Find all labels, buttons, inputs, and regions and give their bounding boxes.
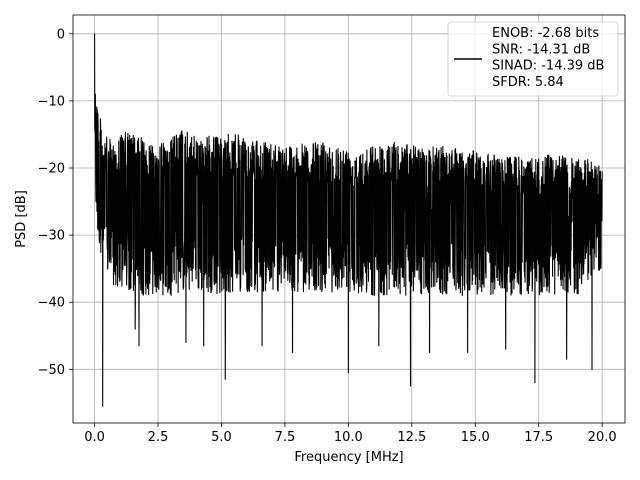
x-tick-label: 2.5 xyxy=(148,430,169,445)
y-axis-label: PSD [dB] xyxy=(14,190,29,248)
legend: ENOB: -2.68 bits SNR: -14.31 dB SINAD: -14… xyxy=(447,21,619,97)
psd-series-line xyxy=(94,33,603,407)
legend-label-line: SNR: -14.31 dB xyxy=(492,42,590,57)
x-tick-label: 17.5 xyxy=(524,430,553,445)
x-tick-label: 12.5 xyxy=(397,430,426,445)
x-tick-label: 20.0 xyxy=(588,430,617,445)
x-tick-label: 0.0 xyxy=(84,430,105,445)
x-tick-label: 15.0 xyxy=(461,430,490,445)
legend-label: ENOB: -2.68 bits SNR: -14.31 dB SINAD: -14… xyxy=(492,26,604,90)
legend-label-line: SFDR: 5.84 xyxy=(492,75,564,90)
y-tick-label: −30 xyxy=(38,229,65,244)
x-tick-label: 5.0 xyxy=(211,430,232,445)
x-tick-label: 7.5 xyxy=(275,430,296,445)
x-axis-ticks: 0.0 2.5 5.0 7.5 10.0 12.5 15.0 17.5 20.0 xyxy=(84,423,617,445)
psd-trace xyxy=(94,33,603,407)
legend-label-line: SINAD: -14.39 dB xyxy=(492,59,604,74)
x-tick-label: 10.0 xyxy=(334,430,363,445)
plot-frame xyxy=(72,14,626,424)
y-tick-label: 0 xyxy=(57,27,65,42)
y-tick-label: −20 xyxy=(38,162,65,177)
y-tick-label: −40 xyxy=(38,296,65,311)
y-tick-label: −10 xyxy=(38,94,65,109)
x-axis-label: Frequency [MHz] xyxy=(294,450,403,465)
legend-label-line: ENOB: -2.68 bits xyxy=(492,26,599,41)
legend-box xyxy=(447,21,619,97)
y-axis-ticks: 0 −10 −20 −30 −40 −50 xyxy=(38,27,73,378)
y-tick-label: −50 xyxy=(38,363,65,378)
